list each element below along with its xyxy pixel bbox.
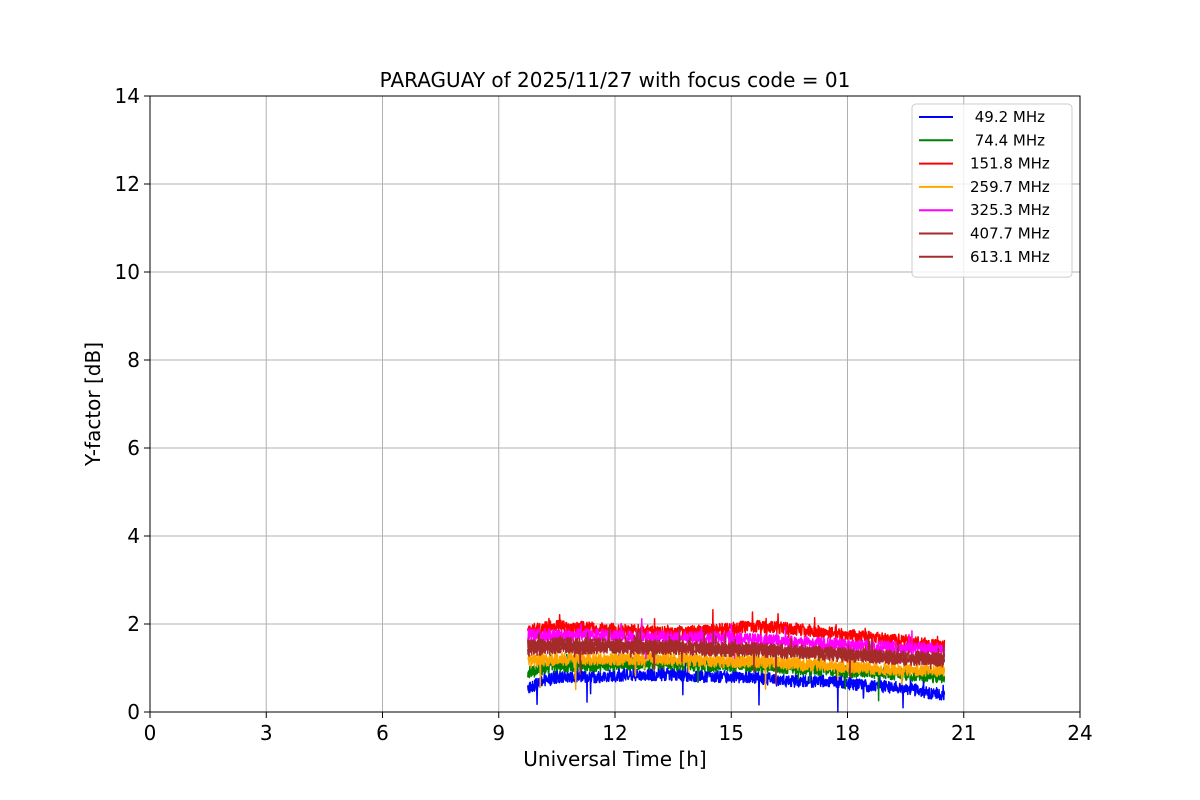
legend: 49.2 MHz 74.4 MHz 151.8 MHz 259.7 MHz 325.3… bbox=[911, 103, 1073, 278]
x-tick-label: 3 bbox=[260, 721, 273, 745]
x-tick-label: 0 bbox=[144, 721, 157, 745]
series-layer bbox=[527, 609, 946, 713]
series-line bbox=[527, 654, 946, 713]
y-tick-label: 12 bbox=[115, 172, 140, 196]
x-tick-label: 15 bbox=[719, 721, 744, 745]
series-line bbox=[527, 640, 946, 691]
series-line bbox=[527, 625, 946, 673]
x-tick-label: 12 bbox=[602, 721, 627, 745]
x-tick-label: 18 bbox=[835, 721, 860, 745]
x-tick-label: 21 bbox=[951, 721, 976, 745]
legend-label: 259.7 MHz bbox=[970, 178, 1050, 196]
x-tick-label: 9 bbox=[492, 721, 505, 745]
legend-label: 613.1 MHz bbox=[970, 248, 1050, 266]
y-tick-label: 8 bbox=[127, 348, 140, 372]
chart-title: PARAGUAY of 2025/11/27 with focus code =… bbox=[380, 68, 851, 92]
y-tick-label: 6 bbox=[127, 436, 140, 460]
y-tick-label: 0 bbox=[127, 700, 140, 724]
y-tick-label: 14 bbox=[115, 84, 140, 108]
y-tick-label: 4 bbox=[127, 524, 140, 548]
legend-label: 151.8 MHz bbox=[970, 155, 1050, 173]
x-tick-label: 6 bbox=[376, 721, 389, 745]
legend-label: 74.4 MHz bbox=[970, 131, 1045, 149]
y-axis-label: Y-factor [dB] bbox=[81, 342, 105, 467]
legend-label: 49.2 MHz bbox=[970, 108, 1045, 126]
legend-label: 407.7 MHz bbox=[970, 225, 1050, 243]
x-axis-label: Universal Time [h] bbox=[523, 747, 706, 771]
x-tick-label: 24 bbox=[1067, 721, 1092, 745]
y-tick-label: 10 bbox=[115, 260, 140, 284]
legend-label: 325.3 MHz bbox=[970, 201, 1050, 219]
y-tick-label: 2 bbox=[127, 612, 140, 636]
